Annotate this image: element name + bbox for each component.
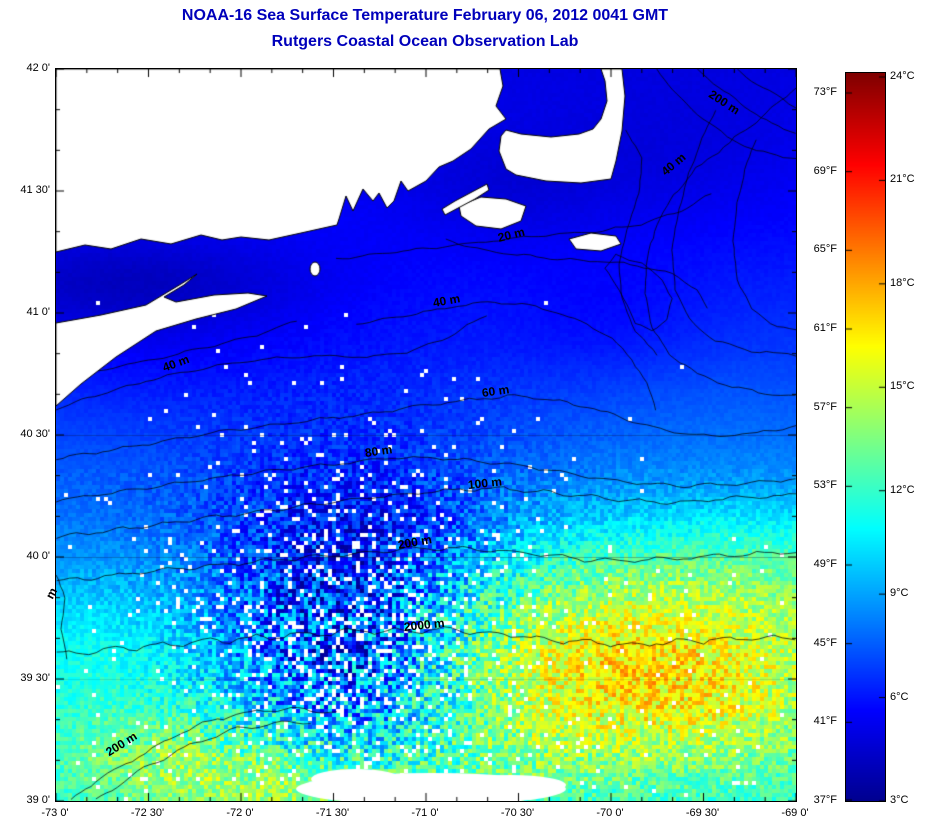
lon-tick-label: -72 0' <box>226 807 254 819</box>
sst-map-canvas <box>55 68 797 802</box>
colorbar-canvas <box>845 72 886 802</box>
lon-tick-label: -71 30' <box>315 807 350 819</box>
colorbar-fahrenheit-label: 69°F <box>813 164 837 177</box>
colorbar-fahrenheit-label: 37°F <box>813 794 837 806</box>
lon-tick-label: -70 30' <box>500 807 535 819</box>
colorbar-fahrenheit-label: 73°F <box>813 86 837 98</box>
colorbar-celsius-label: 6°C <box>890 690 909 703</box>
lat-tick-label: 39 30' <box>20 672 50 684</box>
colorbar-celsius-label: 12°C <box>890 483 915 496</box>
colorbar-fahrenheit-label: 45°F <box>813 636 837 649</box>
colorbar-fahrenheit-label: 65°F <box>813 243 837 256</box>
colorbar-celsius-label: 18°C <box>890 276 915 289</box>
colorbar-celsius-label: 21°C <box>890 173 915 186</box>
colorbar-fahrenheit-label: 57°F <box>813 400 837 413</box>
lat-tick-label: 40 30' <box>20 428 50 440</box>
lat-tick-label: 39 0' <box>26 794 50 806</box>
colorbar-celsius-label: 9°C <box>890 587 909 600</box>
lon-tick-label: -70 0' <box>596 807 624 819</box>
lat-tick-label: 40 0' <box>26 550 50 562</box>
lon-tick-label: -73 0' <box>41 807 69 819</box>
lon-tick-label: -71 0' <box>411 807 439 819</box>
lat-tick-label: 42 0' <box>26 62 50 74</box>
lat-tick-label: 41 30' <box>20 184 50 196</box>
figure-title: NOAA-16 Sea Surface Temperature February… <box>181 7 669 24</box>
lat-tick-label: 41 0' <box>26 306 50 318</box>
lon-tick-label: -69 0' <box>781 807 809 819</box>
lon-tick-label: -72 30' <box>130 807 165 819</box>
colorbar-celsius-label: 24°C <box>890 70 915 82</box>
colorbar-celsius-label: 15°C <box>890 380 915 393</box>
colorbar-fahrenheit-label: 53°F <box>813 479 837 492</box>
colorbar-fahrenheit-label: 41°F <box>813 715 837 728</box>
colorbar-fahrenheit-label: 49°F <box>813 558 837 570</box>
figure-subtitle: Rutgers Coastal Ocean Observation Lab <box>271 33 579 50</box>
colorbar-celsius-label: 3°C <box>890 794 909 806</box>
colorbar-fahrenheit-label: 61°F <box>813 322 837 334</box>
lon-tick-label: -69 30' <box>685 807 720 819</box>
